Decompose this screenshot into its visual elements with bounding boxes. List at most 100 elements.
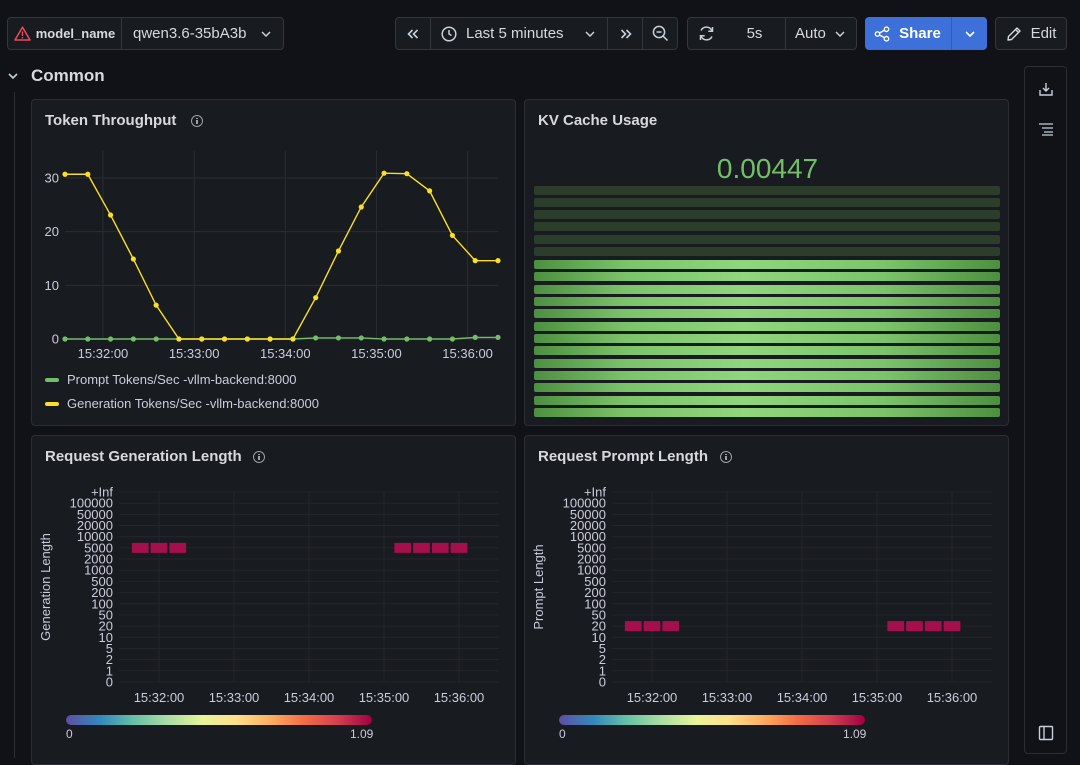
info-icon[interactable] <box>720 451 732 463</box>
legend-label: Prompt Tokens/Sec -vllm-backend:8000 <box>67 372 297 387</box>
x-tick-label: 15:32:00 <box>627 690 678 705</box>
y-tick-label: 50 <box>592 607 606 622</box>
y-tick-label: +Inf <box>91 485 113 500</box>
legend-label: Generation Tokens/Sec -vllm-backend:8000 <box>67 396 319 411</box>
y-tick-label: 10000 <box>570 529 606 544</box>
chevron-down-icon <box>835 31 845 37</box>
chevrons-left-icon <box>407 28 419 39</box>
share-button[interactable]: Share <box>865 17 950 50</box>
refresh-mode-dropdown[interactable]: Auto <box>787 18 856 49</box>
gauge-segment <box>534 309 1000 318</box>
heatmap-cell <box>394 542 412 553</box>
y-tick-label: 10 <box>592 630 606 645</box>
data-point <box>290 336 296 342</box>
generation-length-heatmap[interactable]: 0125102050100200500100020005000100002000… <box>31 435 516 758</box>
prompt-length-heatmap[interactable]: 0125102050100200500100020005000100002000… <box>524 435 1009 758</box>
panel-request-generation-length[interactable]: Request Generation Length 0 1.09 <box>31 435 516 765</box>
y-tick-label: 200 <box>91 585 113 600</box>
info-icon[interactable] <box>253 451 265 463</box>
legend-swatch <box>45 401 59 406</box>
clock-icon <box>441 25 457 42</box>
info-icon[interactable] <box>191 115 203 127</box>
legend-item-generation[interactable]: Generation Tokens/Sec -vllm-backend:8000 <box>45 396 319 411</box>
sidebar-icon <box>1038 725 1054 741</box>
y-tick-label: 1 <box>599 663 606 678</box>
edit-button[interactable]: Edit <box>995 17 1067 50</box>
zoom-out-button[interactable] <box>644 18 677 49</box>
heatmap-cell <box>643 621 661 632</box>
heatmap-cell <box>924 621 942 632</box>
data-point <box>313 335 319 341</box>
data-point <box>153 336 159 342</box>
y-tick-label: 10000 <box>77 529 113 544</box>
data-point <box>130 256 136 262</box>
panel-title: Token Throughput <box>45 112 177 129</box>
heatmap-cell <box>887 621 905 632</box>
heatmap-cell <box>943 621 961 632</box>
row-title: Common <box>31 66 105 85</box>
data-point <box>221 336 228 342</box>
y-tick-label: 1000 <box>577 563 606 578</box>
heatmap-cell <box>624 621 642 632</box>
import-button[interactable] <box>1034 78 1058 100</box>
time-shift-forward-button[interactable] <box>609 18 643 49</box>
refresh-button[interactable] <box>688 18 724 49</box>
variable-value-dropdown[interactable]: qwen3.6-35bA3b <box>123 18 283 49</box>
outline-button[interactable] <box>1034 118 1058 140</box>
gauge-segment <box>534 359 1000 368</box>
chevron-down-icon <box>8 73 18 79</box>
share-icon <box>874 25 890 42</box>
heatmap-cell <box>169 542 187 553</box>
y-tick-label: 20 <box>99 619 113 634</box>
sidebar-toggle-button[interactable] <box>1034 722 1058 744</box>
gauge-segment <box>534 383 1000 392</box>
list-icon <box>1039 123 1053 136</box>
share-dropdown-button[interactable] <box>951 17 987 50</box>
data-point <box>199 336 205 342</box>
variable-selector[interactable]: model_name qwen3.6-35bA3b <box>7 17 284 50</box>
refresh-interval[interactable]: 5s <box>724 18 786 49</box>
x-tick-label: 15:34:00 <box>284 690 335 705</box>
refresh-group: 5s Auto <box>687 17 857 50</box>
data-point <box>107 336 114 342</box>
y-tick-label: 5000 <box>577 540 606 555</box>
y-tick-label: 20000 <box>77 518 113 533</box>
y-tick-label: 100 <box>91 596 113 611</box>
y-tick-label: 50 <box>99 607 113 622</box>
legend-item-prompt[interactable]: Prompt Tokens/Sec -vllm-backend:8000 <box>45 372 297 387</box>
data-point <box>313 295 319 301</box>
y-tick-label: 1000 <box>84 563 113 578</box>
gauge-segment <box>534 322 1000 331</box>
token-throughput-chart[interactable]: 0 10 20 30 15:32:00 15:33:00 15:34:00 15:35:00 1… <box>31 99 516 426</box>
panel-token-throughput[interactable]: Token Throughput Prompt Tokens/Sec -vllm… <box>31 99 516 426</box>
y-tick-label: 100000 <box>563 496 606 511</box>
gauge-segment <box>534 408 1000 417</box>
time-shift-back-button[interactable] <box>396 18 431 49</box>
x-tick-label: 15:33:00 <box>169 346 220 361</box>
refresh-mode-label: Auto <box>795 25 826 42</box>
data-point <box>107 212 114 218</box>
edit-label: Edit <box>1030 25 1057 42</box>
x-tick-label: 15:36:00 <box>442 346 493 361</box>
y-tick-label: 100 <box>584 596 606 611</box>
gauge-segment <box>534 198 1000 207</box>
data-point <box>267 336 273 342</box>
y-tick-label: 0 <box>52 332 59 347</box>
time-range-picker[interactable]: Last 5 minutes <box>432 18 608 49</box>
variable-label-text: model_name <box>35 26 116 41</box>
y-tick-label: 30 <box>45 171 59 186</box>
x-tick-label: 15:32:00 <box>78 346 129 361</box>
y-tick-label: 500 <box>91 574 113 589</box>
y-tick-label: 5 <box>599 641 606 656</box>
data-point <box>472 258 478 264</box>
download-icon <box>1039 83 1053 96</box>
row-toggle[interactable]: Common <box>8 64 105 88</box>
y-tick-label: 2 <box>599 652 606 667</box>
heatmap-cell <box>431 542 449 553</box>
panel-request-prompt-length[interactable]: Request Prompt Length 0 1.09 <box>524 435 1009 765</box>
data-point <box>335 335 342 341</box>
y-tick-label: 200 <box>584 585 606 600</box>
x-tick-label: 15:32:00 <box>134 690 185 705</box>
gauge-segment <box>534 186 1000 195</box>
y-tick-label: 100000 <box>70 496 113 511</box>
